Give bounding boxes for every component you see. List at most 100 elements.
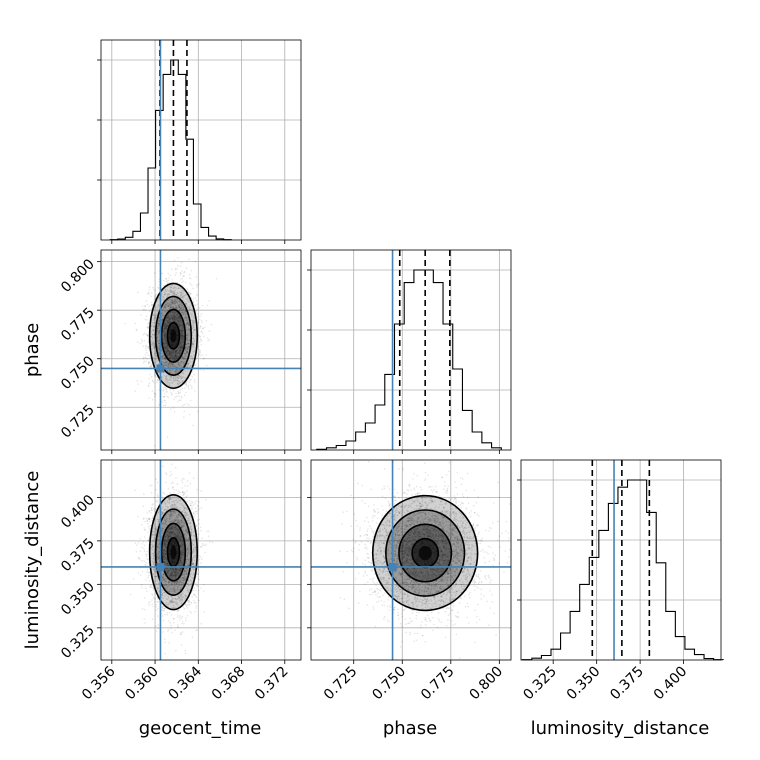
scatter-point [147,540,150,542]
scatter-point [174,350,176,353]
scatter-point [168,316,170,319]
scatter-point [173,292,176,295]
scatter-point [151,557,154,560]
scatter-point [151,503,153,506]
scatter-point [169,533,172,536]
scatter-point [176,518,179,521]
scatter-point [149,484,151,487]
scatter-point [140,338,143,341]
scatter-point [177,523,180,525]
scatter-point [162,576,164,578]
scatter-point [161,355,164,357]
scatter-point [177,304,179,307]
scatter-point [178,304,181,307]
scatter-point [174,572,176,574]
scatter-point [172,316,174,319]
scatter-point [177,400,179,403]
scatter-point [171,571,174,574]
scatter-point [178,595,180,598]
scatter-point [186,323,188,325]
scatter-point [153,392,156,395]
scatter-point [183,579,185,582]
scatter-point [186,351,189,353]
scatter-point [179,348,181,351]
scatter-point [147,576,149,579]
scatter-point [188,361,191,363]
scatter-point [186,300,189,302]
scatter-point [175,350,177,352]
scatter-point [170,316,172,319]
scatter-point [183,574,185,576]
scatter-point [173,380,175,382]
scatter-point [170,306,172,309]
scatter-point [161,594,164,596]
scatter-point [166,564,169,566]
scatter-point [175,534,178,536]
scatter-point [179,352,182,355]
scatter-point [189,384,192,386]
scatter-point [167,534,169,536]
scatter-point [151,534,154,537]
scatter-point [173,317,175,320]
scatter-point [180,554,183,556]
scatter-point [166,578,168,580]
scatter-point [157,322,160,325]
scatter-point [183,275,185,277]
scatter-point [164,595,166,597]
scatter-point [183,570,186,573]
scatter-point [182,324,184,326]
scatter-point [168,352,171,355]
scatter-point [173,582,176,584]
scatter-point [201,332,204,335]
scatter-point [162,573,164,575]
scatter-point [158,316,160,319]
scatter-point [184,511,187,513]
scatter-point [194,328,196,331]
scatter-point [164,350,167,353]
scatter-point [176,349,178,352]
scatter-point [164,310,167,313]
scatter-point [168,320,171,322]
scatter-point [176,298,178,300]
scatter-point [166,612,169,614]
scatter-point [173,511,175,513]
scatter-point [144,305,146,307]
scatter-point [170,290,172,293]
scatter-point [175,582,178,585]
scatter-point [182,551,184,554]
scatter-point [164,345,166,348]
scatter-point [186,321,189,324]
scatter-point [190,572,193,575]
scatter-point [164,332,166,335]
scatter-point [194,304,196,307]
scatter-point [172,320,175,323]
scatter-point [167,365,169,368]
scatter-point [185,381,188,384]
scatter-point [202,583,205,586]
scatter-point [154,533,157,536]
scatter-point [161,312,164,314]
scatter-point [146,325,149,328]
scatter-point [176,610,178,613]
scatter-point [189,361,192,363]
scatter-point [166,327,169,329]
scatter-point [169,518,172,520]
scatter-point [175,294,178,296]
scatter-point [171,583,174,585]
scatter-point [184,354,186,356]
scatter-point [165,322,167,325]
scatter-point [163,333,166,336]
scatter-point [168,538,170,541]
scatter-point [210,323,213,326]
scatter-point [181,334,184,336]
scatter-point [174,304,177,307]
scatter-point [171,574,173,577]
scatter-point [193,573,195,576]
scatter-point [161,579,164,582]
scatter-point [194,335,197,337]
scatter-point [190,269,193,272]
scatter-point [180,361,182,363]
scatter-point [157,342,160,345]
scatter-point [195,589,197,592]
scatter-point [188,331,191,334]
